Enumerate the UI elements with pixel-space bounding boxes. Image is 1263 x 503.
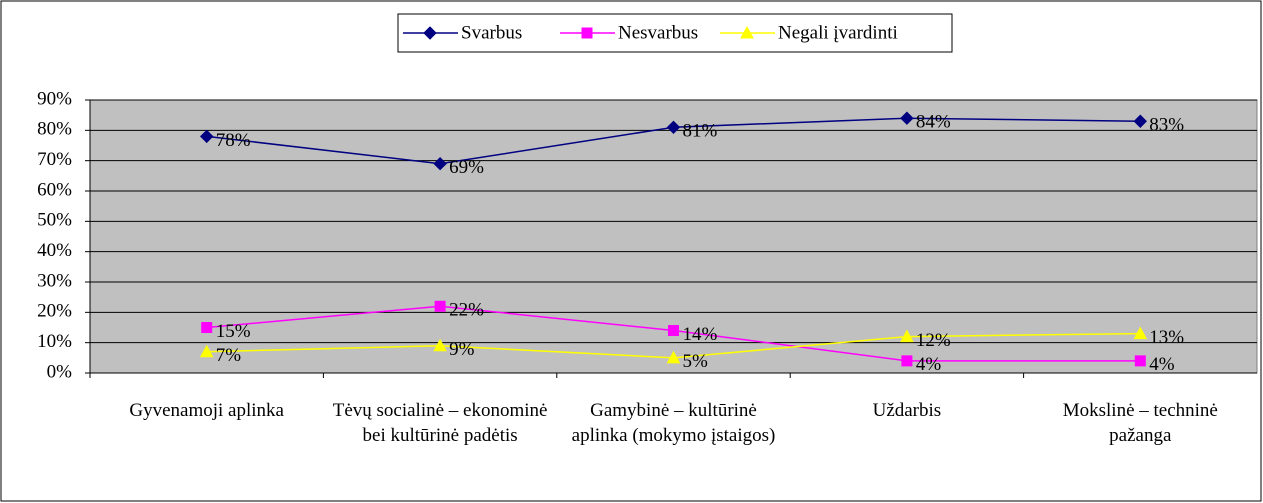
marker bbox=[433, 338, 447, 352]
marker bbox=[434, 300, 446, 312]
data-label: 14% bbox=[683, 324, 718, 345]
marker bbox=[199, 129, 214, 144]
data-label: 22% bbox=[449, 300, 484, 321]
marker bbox=[1134, 355, 1146, 367]
data-label: 83% bbox=[1149, 115, 1184, 136]
marker bbox=[666, 120, 681, 135]
marker bbox=[668, 325, 679, 337]
data-label: 12% bbox=[916, 330, 951, 351]
data-label: 78% bbox=[216, 130, 251, 151]
data-label: 4% bbox=[916, 354, 942, 375]
y-tick-label: 40% bbox=[37, 240, 72, 261]
marker bbox=[581, 27, 593, 39]
y-tick-label: 30% bbox=[37, 270, 72, 291]
legend-label: Negali įvardinti bbox=[778, 22, 898, 43]
x-tick-label: Tėvų socialinė – ekonominė bei kultūrinė… bbox=[332, 400, 548, 446]
y-tick-label: 50% bbox=[37, 210, 72, 231]
marker bbox=[900, 329, 914, 343]
marker bbox=[1133, 114, 1148, 128]
legend-label: Svarbus bbox=[461, 22, 522, 43]
marker bbox=[1133, 326, 1148, 340]
y-tick-label: 80% bbox=[37, 119, 72, 140]
data-label: 7% bbox=[216, 345, 242, 366]
legend-label: Nesvarbus bbox=[618, 22, 698, 43]
y-tick-label: 20% bbox=[37, 301, 72, 322]
x-tick-label: Gamybinė – kultūrinė aplinka (mokymo įst… bbox=[571, 400, 776, 446]
marker bbox=[423, 26, 437, 40]
data-label: 81% bbox=[683, 121, 718, 142]
x-tick-label: Mokslinė – techninė pažanga bbox=[1062, 400, 1218, 446]
y-tick-label: 70% bbox=[37, 149, 72, 170]
marker bbox=[201, 322, 213, 333]
y-tick-label: 60% bbox=[37, 179, 72, 200]
data-label: 15% bbox=[216, 321, 251, 342]
marker bbox=[666, 350, 681, 364]
data-label: 69% bbox=[449, 157, 484, 178]
data-label: 5% bbox=[683, 351, 709, 372]
data-label: 4% bbox=[1149, 354, 1175, 375]
legend-box bbox=[397, 13, 953, 53]
marker bbox=[199, 344, 214, 358]
marker bbox=[433, 156, 447, 171]
marker bbox=[740, 25, 754, 39]
data-label: 13% bbox=[1149, 327, 1184, 348]
data-label: 9% bbox=[449, 339, 475, 360]
y-tick-label: 10% bbox=[37, 331, 72, 352]
x-tick-label: Gyvenamoji aplinka bbox=[129, 400, 284, 421]
x-tick-label: Uždarbis bbox=[872, 400, 942, 421]
data-label: 84% bbox=[916, 112, 951, 133]
y-tick-label: 90% bbox=[37, 88, 72, 109]
y-tick-label: 0% bbox=[47, 361, 73, 382]
marker bbox=[901, 355, 913, 367]
marker bbox=[900, 111, 914, 125]
